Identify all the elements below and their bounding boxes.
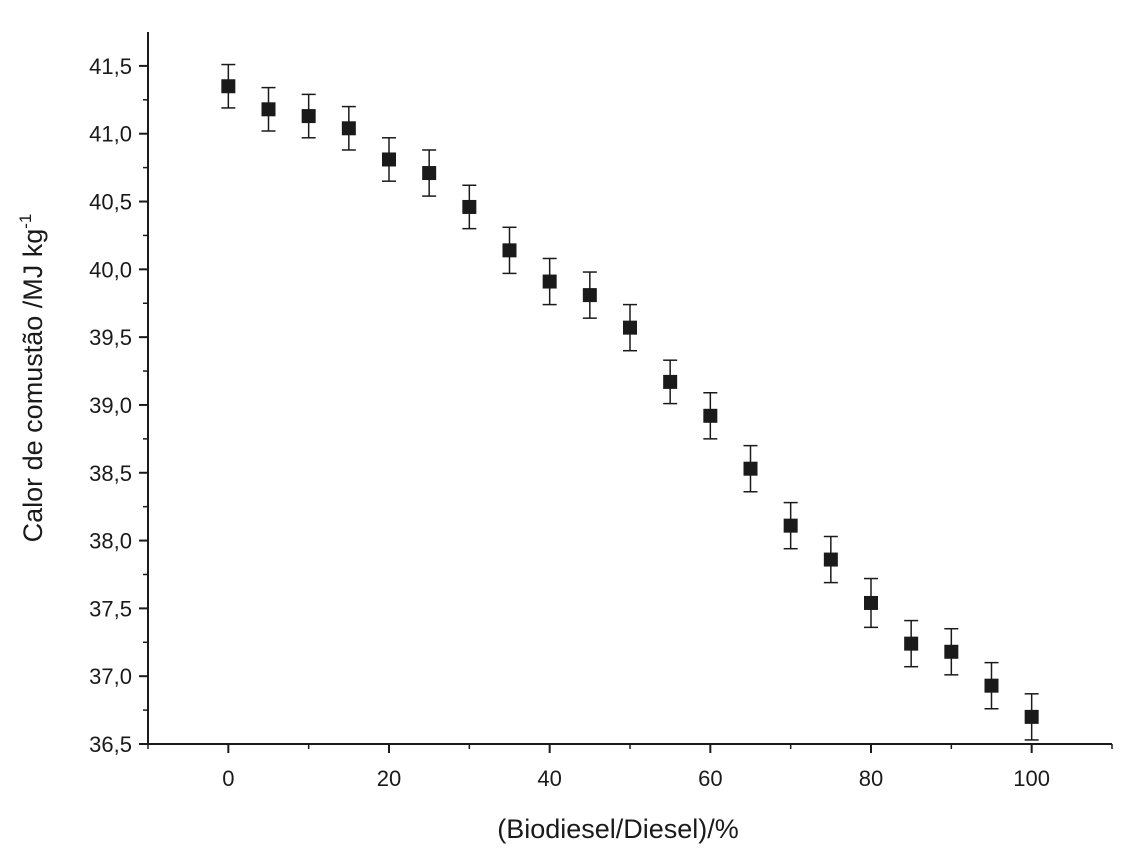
axes: 36,5 37,0 37,5 38,0 38,5 39,0 39,5 40,0 40,5 41,0… bbox=[89, 32, 1113, 791]
x-tick-label: 20 bbox=[377, 766, 401, 791]
point-marker bbox=[221, 79, 236, 94]
point-marker bbox=[904, 636, 919, 651]
point-marker bbox=[783, 518, 798, 533]
data-point bbox=[422, 149, 437, 197]
y-tick-label: 40,0 bbox=[89, 257, 132, 282]
data-point bbox=[663, 359, 678, 405]
point-marker bbox=[623, 320, 637, 335]
data-point bbox=[944, 627, 959, 676]
x-tick-label: 100 bbox=[1013, 766, 1050, 791]
x-tick-label: 60 bbox=[698, 766, 722, 791]
data-point bbox=[582, 271, 597, 319]
point-marker bbox=[582, 288, 597, 303]
point-marker bbox=[944, 644, 959, 659]
point-marker bbox=[301, 109, 316, 124]
point-marker bbox=[823, 552, 838, 567]
point-marker bbox=[542, 274, 557, 289]
data-point bbox=[502, 226, 517, 275]
y-axis-title-text: Calor de comustão /MJ kg bbox=[18, 229, 48, 543]
point-marker bbox=[341, 121, 356, 136]
point-marker bbox=[422, 166, 437, 181]
y-tick-label: 37,0 bbox=[89, 664, 132, 689]
x-tick-label: 0 bbox=[222, 766, 234, 791]
point-marker bbox=[703, 408, 718, 423]
point-marker bbox=[663, 374, 678, 389]
data-point bbox=[783, 501, 798, 550]
data-point bbox=[703, 391, 718, 440]
y-axis-title: Calor de comustão /MJ kg-1 bbox=[16, 214, 48, 543]
y-tick-label: 39,5 bbox=[89, 325, 132, 350]
y-tick-label: 38,0 bbox=[89, 529, 132, 554]
data-point bbox=[743, 444, 758, 493]
data-marks bbox=[221, 63, 1039, 741]
point-marker bbox=[462, 199, 477, 214]
y-tick-label: 36,5 bbox=[89, 732, 132, 757]
y-tick-label: 37,5 bbox=[89, 596, 132, 621]
point-marker bbox=[743, 461, 758, 476]
point-marker bbox=[502, 243, 517, 258]
data-point bbox=[462, 184, 477, 230]
data-point bbox=[984, 661, 999, 710]
data-point bbox=[823, 535, 838, 584]
x-axis-title: (Biodiesel/Diesel)/% bbox=[497, 814, 739, 844]
data-point bbox=[904, 619, 919, 668]
point-marker bbox=[382, 152, 396, 167]
y-tick-label: 39,0 bbox=[89, 393, 132, 418]
data-point bbox=[1024, 693, 1039, 741]
data-point bbox=[382, 137, 396, 182]
x-tick-label: 80 bbox=[859, 766, 883, 791]
data-point bbox=[221, 63, 236, 109]
point-marker bbox=[261, 102, 276, 117]
data-point bbox=[623, 303, 637, 352]
data-point bbox=[301, 93, 316, 139]
y-tick-label: 41,0 bbox=[89, 122, 132, 147]
y-tick-label: 41,5 bbox=[89, 54, 132, 79]
axis-titles: (Biodiesel/Diesel)/% Calor de comustão /M… bbox=[16, 214, 739, 844]
point-marker bbox=[1024, 709, 1039, 724]
point-marker bbox=[864, 595, 878, 610]
y-tick-label: 40,5 bbox=[89, 190, 132, 215]
data-point bbox=[261, 86, 276, 132]
data-point bbox=[341, 105, 356, 151]
y-axis-title-superscript: -1 bbox=[16, 214, 35, 229]
data-point bbox=[864, 577, 878, 629]
data-point bbox=[542, 257, 557, 306]
x-tick-label: 40 bbox=[537, 766, 561, 791]
point-marker bbox=[984, 678, 999, 693]
y-tick-label: 38,5 bbox=[89, 461, 132, 486]
